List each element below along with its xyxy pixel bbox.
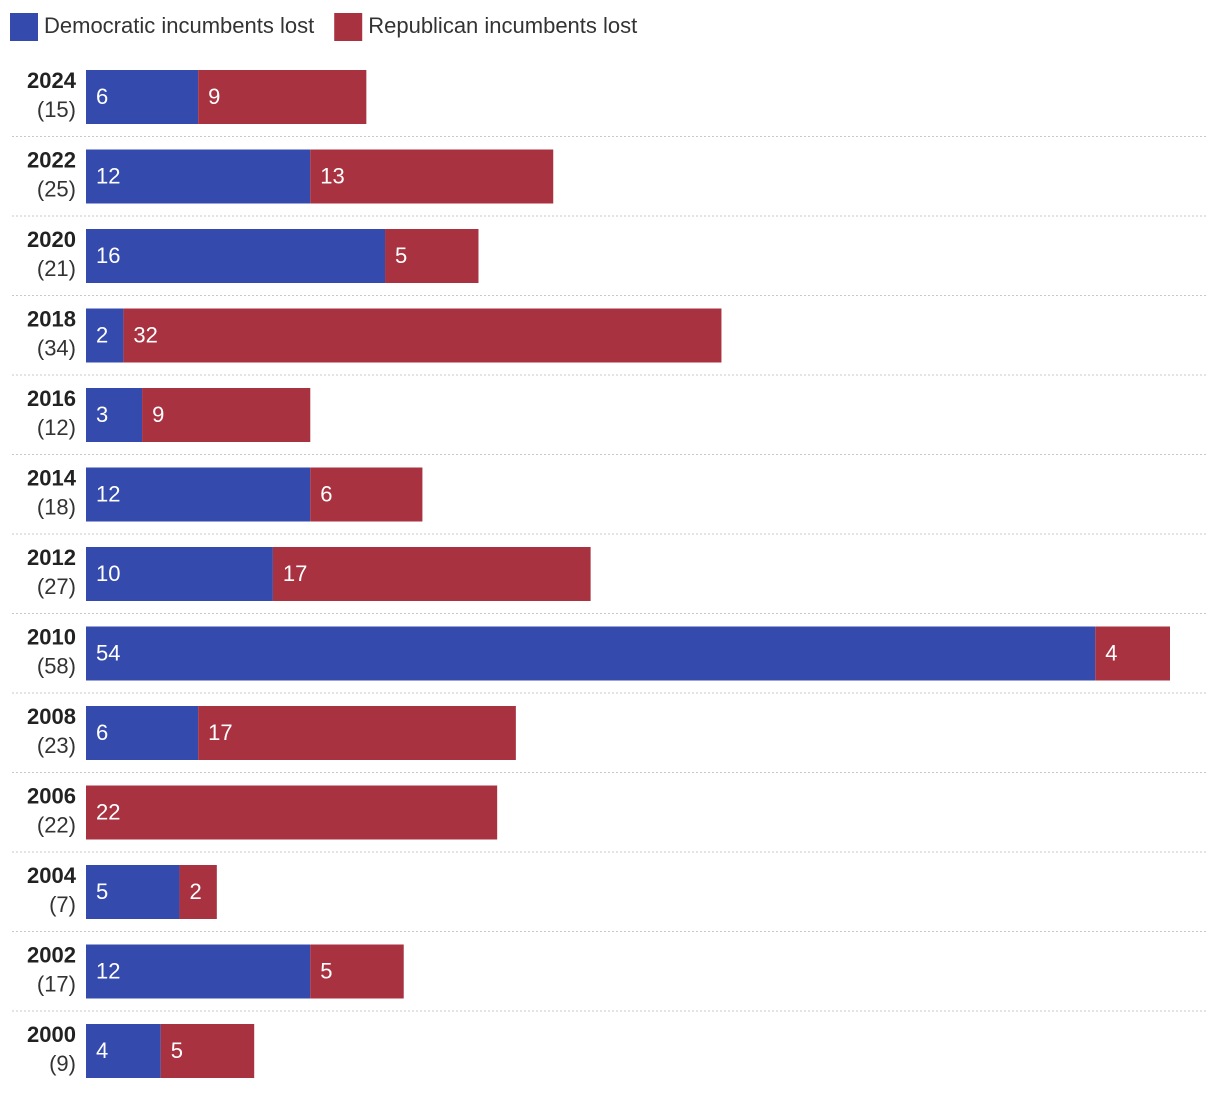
category-sublabel: (34) bbox=[37, 335, 76, 360]
value-label: 6 bbox=[96, 84, 108, 109]
bar-segment bbox=[86, 865, 180, 919]
value-label: 17 bbox=[283, 561, 307, 586]
bar-segment bbox=[310, 944, 404, 999]
bar-segment bbox=[86, 626, 1096, 681]
category-label: 2000 bbox=[27, 1022, 76, 1047]
category-sublabel: (9) bbox=[49, 1051, 76, 1076]
bar-segment bbox=[179, 865, 217, 919]
category-label: 2016 bbox=[27, 386, 76, 411]
legend-swatch bbox=[10, 13, 38, 41]
bar-segment bbox=[86, 70, 199, 124]
legend-swatch bbox=[334, 13, 363, 41]
bar-segment bbox=[142, 388, 311, 442]
value-label: 12 bbox=[96, 163, 120, 188]
category-sublabel: (23) bbox=[37, 733, 76, 758]
bar-segment bbox=[86, 149, 311, 204]
bar-segment bbox=[86, 944, 311, 999]
legend-label: Republican incumbents lost bbox=[368, 13, 637, 38]
category-label: 2022 bbox=[27, 147, 76, 172]
value-label: 6 bbox=[96, 720, 108, 745]
category-sublabel: (21) bbox=[37, 256, 76, 281]
bar-segment bbox=[86, 308, 124, 363]
bar-segment bbox=[160, 1024, 255, 1078]
bar-segment bbox=[86, 467, 311, 522]
value-label: 54 bbox=[96, 640, 120, 665]
value-label: 12 bbox=[96, 958, 120, 983]
category-sublabel: (7) bbox=[49, 892, 76, 917]
value-label: 5 bbox=[395, 243, 407, 268]
category-label: 2018 bbox=[27, 306, 76, 331]
legend-label: Democratic incumbents lost bbox=[44, 13, 314, 38]
bar-segment bbox=[385, 229, 479, 283]
value-label: 4 bbox=[96, 1038, 108, 1063]
value-label: 5 bbox=[171, 1038, 183, 1063]
category-label: 2024 bbox=[27, 68, 77, 93]
bar-segment bbox=[1095, 626, 1170, 681]
bar-segment bbox=[272, 547, 591, 601]
value-label: 17 bbox=[208, 720, 232, 745]
value-label: 32 bbox=[133, 322, 157, 347]
category-label: 2020 bbox=[27, 227, 76, 252]
bar-segment bbox=[310, 467, 423, 522]
category-label: 2006 bbox=[27, 783, 76, 808]
category-label: 2012 bbox=[27, 545, 76, 570]
value-label: 2 bbox=[96, 322, 108, 347]
value-label: 5 bbox=[96, 879, 108, 904]
value-label: 5 bbox=[320, 958, 332, 983]
value-label: 6 bbox=[320, 481, 332, 506]
value-label: 9 bbox=[152, 402, 164, 427]
category-sublabel: (25) bbox=[37, 176, 76, 201]
bar-segment bbox=[86, 1024, 161, 1078]
value-label: 4 bbox=[1105, 640, 1117, 665]
category-sublabel: (17) bbox=[37, 971, 76, 996]
bar-segment bbox=[86, 547, 273, 601]
value-label: 13 bbox=[320, 163, 344, 188]
value-label: 2 bbox=[189, 879, 201, 904]
bar-segment bbox=[86, 388, 143, 442]
value-label: 3 bbox=[96, 402, 108, 427]
category-sublabel: (22) bbox=[37, 812, 76, 837]
bar-segment bbox=[310, 149, 554, 204]
bar-segment bbox=[198, 70, 367, 124]
category-sublabel: (58) bbox=[37, 653, 76, 678]
value-label: 10 bbox=[96, 561, 120, 586]
bar-segment bbox=[198, 706, 516, 760]
category-sublabel: (15) bbox=[37, 97, 76, 122]
value-label: 9 bbox=[208, 84, 220, 109]
value-label: 22 bbox=[96, 799, 120, 824]
value-label: 12 bbox=[96, 481, 120, 506]
category-label: 2008 bbox=[27, 704, 76, 729]
bar-segment bbox=[86, 706, 199, 760]
bar-segment bbox=[86, 785, 498, 840]
category-label: 2002 bbox=[27, 942, 76, 967]
bar-segment bbox=[123, 308, 722, 363]
category-sublabel: (18) bbox=[37, 494, 76, 519]
category-label: 2010 bbox=[27, 624, 76, 649]
category-sublabel: (27) bbox=[37, 574, 76, 599]
bar-segment bbox=[86, 229, 386, 283]
category-sublabel: (12) bbox=[37, 415, 76, 440]
category-label: 2004 bbox=[27, 863, 77, 888]
value-label: 16 bbox=[96, 243, 120, 268]
category-label: 2014 bbox=[27, 465, 77, 490]
